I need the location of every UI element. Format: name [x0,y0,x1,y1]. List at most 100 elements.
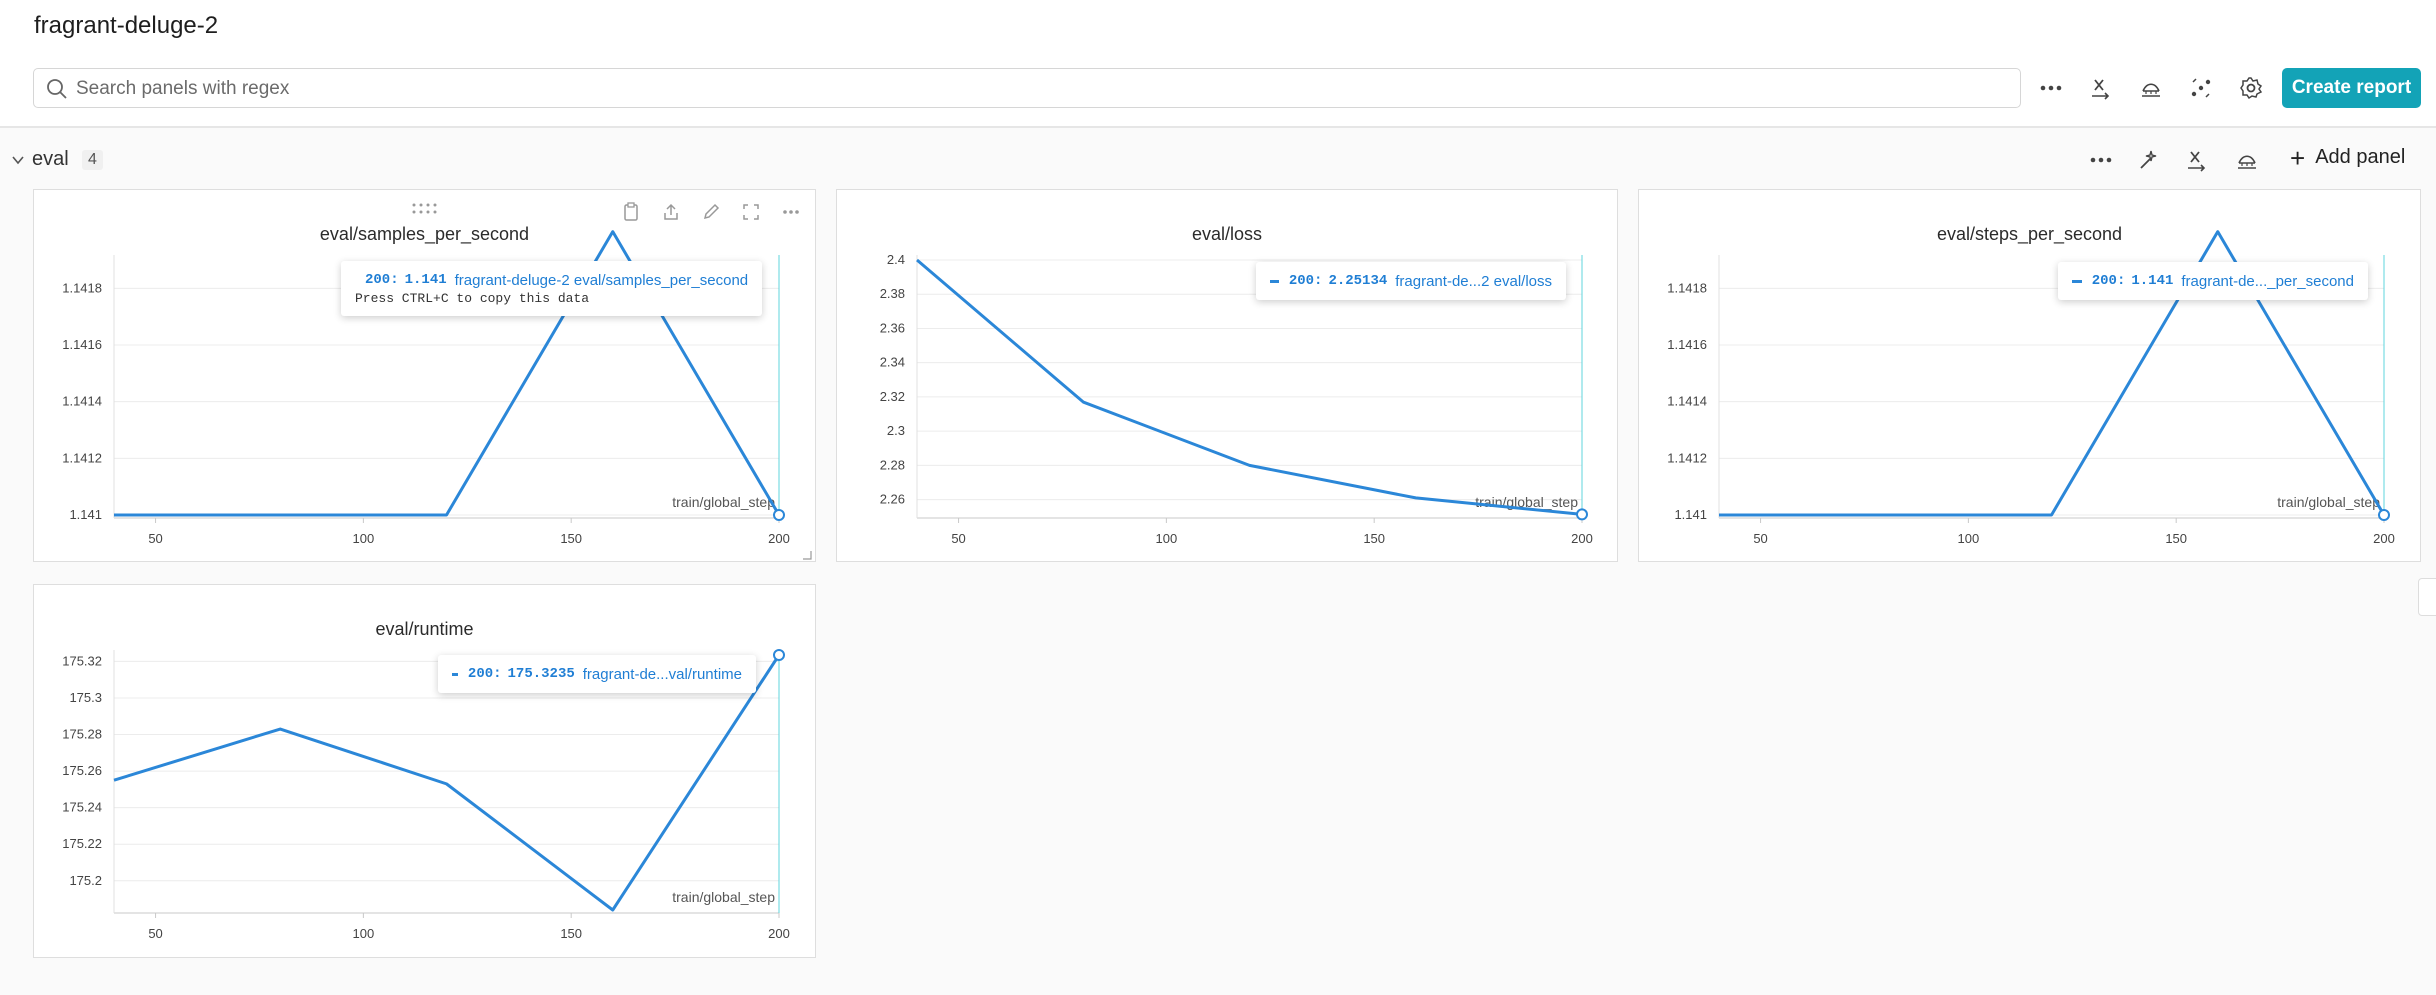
line-chart[interactable]: 1.141 1.1412 1.1414 1.1416 1.1418 50 100 150 200… [1639,190,2422,563]
tooltip-value: 2.25134 [1328,273,1388,289]
section-smoothing-icon[interactable] [2233,146,2261,174]
y-tick-label: 1.1416 [1667,337,1707,352]
y-tick-label: 1.1416 [62,337,102,352]
tooltip-series-name: fragrant-de...val/runtime [582,665,742,683]
series-swatch [2072,279,2082,283]
panel-title: eval/steps_per_second [1936,224,2123,244]
more-options-icon[interactable] [2037,74,2065,102]
outliers-icon[interactable] [2187,74,2215,102]
series-line [113,654,781,912]
panel-samples-per-second[interactable]: eval/samples_per_second 1.141 1.1412 1.141… [33,189,816,562]
y-tick-label: 175.2 [69,873,102,888]
hover-point [773,509,785,521]
panel-steps-per-second[interactable]: eval/steps_per_second 1.141 1.1412 1.1414 1… [1638,189,2421,562]
x-axis-label: train/global_step [672,494,775,510]
x-tick-label: 200 [1571,531,1593,546]
y-tick-label: 2.32 [880,389,905,404]
hover-point [1576,508,1588,521]
x-tick-label: 100 [353,926,375,941]
series-swatch [1270,279,1279,283]
edit-icon[interactable] [701,202,721,222]
tooltip-step: 200: [467,666,502,682]
share-icon[interactable] [661,202,681,222]
y-tick-label: 175.24 [62,800,102,815]
gear-icon[interactable] [2237,74,2265,102]
section-x-axis-icon[interactable] [2183,146,2211,174]
y-tick-label: 1.141 [69,507,102,522]
x-tick-label: 200 [768,926,790,941]
y-tick-label: 175.3 [69,690,102,705]
series-swatch [452,672,458,676]
hover-point [2378,509,2390,521]
panel-title: eval/loss [1191,224,1263,244]
hover-tooltip: 200: 1.141 fragrant-deluge-2 eval/samples_… [341,261,762,316]
y-tick-label: 1.1418 [62,280,102,295]
y-tick-label: 2.26 [880,492,905,507]
fullscreen-icon[interactable] [741,202,761,222]
x-tick-label: 50 [148,926,162,941]
top-bar: fragrant-deluge-2 Create report [0,0,2436,128]
x-tick-label: 150 [2165,531,2187,546]
series-line [916,258,1583,516]
x-tick-label: 100 [353,531,375,546]
chevron-down-icon[interactable] [10,152,26,168]
x-tick-label: 100 [1958,531,1980,546]
resize-handle-icon[interactable] [802,550,812,560]
tooltip-value: 1.141 [2131,273,2174,289]
plus-icon: + [2290,142,2306,173]
y-tick-label: 175.32 [62,653,102,668]
y-tick-label: 2.36 [880,320,905,335]
tooltip-copy-hint: Press CTRL+C to copy this data [355,291,590,306]
tooltip-step: 200: [1288,273,1323,289]
tooltip-step: 200: [365,272,399,288]
line-chart[interactable]: 2.26 2.28 2.3 2.32 2.34 2.36 2.38 2.4 50 100 150 20… [837,190,1619,563]
panel-runtime[interactable]: eval/runtime 175.2 175.22 175.24 175.26 175.… [33,584,816,958]
line-chart[interactable]: 175.2 175.22 175.24 175.26 175.28 175.3 175.32… [34,585,817,959]
search-box[interactable] [33,68,2021,108]
y-tick-label: 1.1418 [1667,280,1707,295]
smoothing-icon[interactable] [2137,74,2165,102]
x-axis-label: train/global_step [672,889,775,905]
drag-handle-icon[interactable] [411,202,439,216]
y-tick-label: 1.141 [1674,507,1707,522]
x-axis-settings-icon[interactable] [2087,74,2115,102]
panel-title: eval/runtime [375,619,474,639]
add-panel-button[interactable]: + Add panel [2290,142,2406,173]
panel-title: eval/samples_per_second [319,224,530,244]
panel-loss[interactable]: eval/loss 2.26 2.28 2.3 2.32 2.34 2.36 2.38 2.4… [836,189,1618,562]
line-chart[interactable]: 1.141 1.1412 1.1414 1.1416 1.1418 50 100 150 200… [34,190,817,563]
panel-more-icon[interactable] [781,202,801,222]
search-icon [47,79,67,99]
x-tick-label: 200 [2373,531,2395,546]
hover-tooltip: 200: 1.141 fragrant-de..._per_second [2058,262,2368,300]
side-panel-toggle[interactable] [2418,578,2436,616]
magic-wand-icon[interactable] [2134,146,2162,174]
section-more-icon[interactable] [2087,146,2115,174]
section-header: eval 4 + Add panel [0,140,2436,180]
hover-tooltip: 200: 175.3235 fragrant-de...val/runtime [438,655,756,693]
section-count-badge: 4 [82,150,103,170]
y-tick-label: 1.1412 [1667,450,1707,465]
x-tick-label: 50 [148,531,162,546]
x-tick-label: 150 [560,926,582,941]
y-tick-label: 175.26 [62,763,102,778]
search-input[interactable] [74,71,1978,107]
series-line [114,230,781,517]
y-tick-label: 1.1412 [62,450,102,465]
x-tick-label: 150 [560,531,582,546]
create-report-button[interactable]: Create report [2282,68,2421,108]
y-tick-label: 1.1414 [62,394,102,409]
clipboard-icon[interactable] [621,202,641,222]
y-tick-label: 2.3 [887,423,905,438]
section-title[interactable]: eval [32,148,69,170]
y-tick-label: 175.28 [62,727,102,742]
tooltip-value: 175.3235 [507,666,575,682]
y-tick-label: 2.38 [880,286,905,301]
x-axis-label: train/global_step [2277,494,2380,510]
tooltip-series-name: fragrant-de..._per_second [2181,272,2354,290]
y-tick-label: 175.22 [62,836,102,851]
x-tick-label: 50 [951,531,965,546]
add-panel-label: Add panel [2315,146,2406,168]
hover-tooltip: 200: 2.25134 fragrant-de...2 eval/loss [1256,262,1566,300]
run-title: fragrant-deluge-2 [34,12,219,39]
